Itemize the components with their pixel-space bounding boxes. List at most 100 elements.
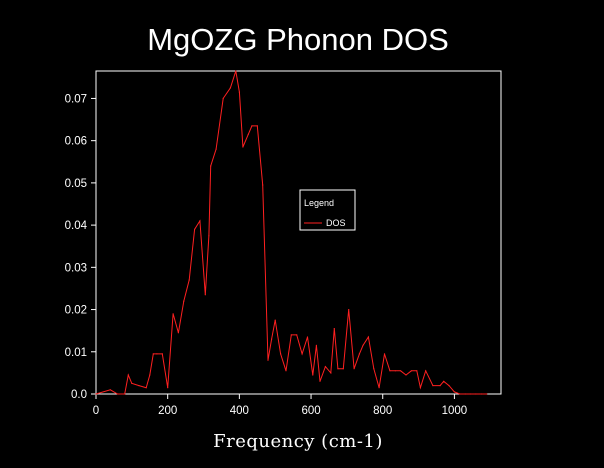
data-point [383, 353, 386, 355]
data-point [425, 370, 427, 372]
data-point [389, 370, 391, 372]
data-point [319, 380, 321, 382]
data-point [238, 91, 240, 93]
data-point [116, 393, 119, 395]
y-tick-label: 0.07 [65, 93, 87, 105]
data-point [199, 220, 201, 222]
data-point [149, 374, 151, 376]
data-point [410, 370, 412, 372]
data-point [301, 353, 303, 355]
data-point [285, 370, 287, 372]
plot-frame [95, 70, 502, 395]
y-tick-label: 0.0 [71, 389, 87, 401]
data-point [353, 368, 355, 370]
data-point [256, 125, 258, 127]
data-point [183, 300, 185, 302]
x-tick-label: 400 [230, 405, 249, 417]
x-axis-label: Frequency (cm-1) [213, 431, 383, 452]
data-point [210, 165, 212, 167]
data-point [358, 353, 360, 355]
data-point [448, 385, 450, 387]
data-point [172, 313, 174, 315]
data-point [296, 334, 298, 336]
data-point [161, 353, 163, 355]
data-point [378, 387, 380, 389]
data-point [453, 391, 455, 393]
data-point [124, 393, 126, 395]
data-point [464, 393, 466, 395]
data-point [342, 368, 344, 370]
series-line-dos [95, 70, 487, 395]
data-point [480, 393, 482, 395]
y-tick-label: 0.01 [65, 347, 87, 359]
y-tick-label: 0.06 [65, 136, 87, 148]
data-point [312, 374, 314, 376]
data-point [145, 387, 147, 389]
data-point [416, 370, 418, 372]
data-point [247, 133, 249, 135]
data-point [156, 353, 158, 355]
data-point [138, 385, 140, 387]
data-point [432, 385, 434, 387]
data-point [337, 368, 339, 370]
data-point [459, 393, 461, 395]
data-point [324, 366, 326, 368]
x-tick-label: 600 [301, 405, 320, 417]
data-point [208, 235, 210, 237]
x-tick-label: 200 [158, 405, 177, 417]
data-point [348, 309, 350, 311]
data-point [194, 228, 196, 230]
y-axis: 0.0 0.01 0.02 0.03 0.04 0.05 0.06 0.07 [65, 93, 96, 401]
y-tick-label: 0.03 [65, 262, 87, 274]
data-point [333, 328, 335, 330]
data-point [306, 336, 309, 338]
data-point [127, 374, 129, 376]
data-point [486, 393, 488, 395]
data-point [204, 294, 206, 296]
data-point [274, 319, 276, 321]
data-point [373, 368, 375, 370]
data-point [439, 385, 441, 387]
data-point [109, 389, 111, 391]
chart-title: MgOZG Phonon DOS [147, 22, 449, 57]
data-point [131, 382, 133, 384]
data-point [167, 387, 169, 389]
x-tick-label: 0 [93, 405, 99, 417]
data-point [469, 393, 472, 395]
data-point [215, 148, 217, 150]
data-point [177, 332, 179, 334]
legend-entry-dos: DOS [326, 218, 346, 228]
data-point [271, 338, 273, 340]
data-point [419, 387, 421, 389]
data-point [475, 393, 477, 395]
data-point [400, 370, 402, 372]
x-axis: 0 200 400 600 800 1000 [93, 394, 467, 417]
data-point [405, 374, 407, 376]
data-point [229, 87, 231, 89]
data-point [394, 370, 396, 372]
data-point [242, 146, 244, 148]
legend: Legend DOS [299, 189, 356, 231]
data-point [188, 279, 190, 281]
legend-title: Legend [304, 198, 334, 208]
data-point [222, 97, 224, 99]
data-point [280, 353, 282, 355]
data-point [367, 336, 369, 338]
data-point [152, 353, 154, 355]
series-points [95, 70, 488, 395]
data-point [290, 334, 292, 336]
data-point [95, 393, 97, 395]
data-point [235, 70, 237, 72]
data-point [330, 372, 332, 374]
y-tick-label: 0.04 [65, 220, 88, 232]
x-tick-label: 1000 [442, 405, 468, 417]
y-tick-label: 0.05 [65, 178, 87, 190]
data-point [251, 125, 253, 127]
data-point [315, 344, 317, 346]
data-point [267, 359, 269, 361]
data-point [262, 184, 264, 186]
y-tick-label: 0.02 [65, 305, 87, 317]
data-point [362, 344, 364, 346]
data-point [443, 380, 445, 382]
